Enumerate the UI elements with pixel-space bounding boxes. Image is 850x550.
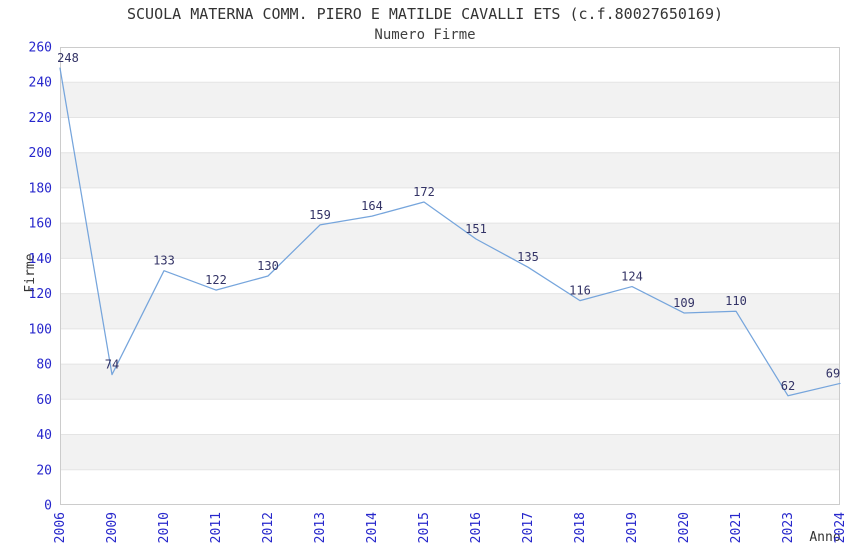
x-tick-label: 2024 xyxy=(833,512,848,543)
data-point-label: 151 xyxy=(465,222,487,236)
data-point-label: 124 xyxy=(621,270,643,284)
band xyxy=(60,293,840,329)
data-point-label: 135 xyxy=(517,250,539,264)
x-tick-label: 2015 xyxy=(417,512,432,543)
data-point-label: 133 xyxy=(153,254,175,268)
x-tick-label: 2011 xyxy=(209,512,224,543)
y-tick-label: 80 xyxy=(36,358,52,373)
data-point-label: 248 xyxy=(57,51,79,65)
data-point-label: 172 xyxy=(413,185,435,199)
x-tick-label: 2006 xyxy=(53,512,68,543)
x-tick-label: 2010 xyxy=(157,512,172,543)
band xyxy=(60,364,840,400)
x-tick-label: 2017 xyxy=(521,512,536,543)
chart-title: SCUOLA MATERNA COMM. PIERO E MATILDE CAV… xyxy=(126,5,724,23)
band xyxy=(60,152,840,188)
band xyxy=(60,434,840,470)
band xyxy=(60,82,840,118)
y-tick-label: 40 xyxy=(36,428,52,443)
x-tick-label: 2019 xyxy=(625,512,640,543)
x-tick-label: 2012 xyxy=(261,512,276,543)
x-tick-label: 2013 xyxy=(313,512,328,543)
y-tick-label: 260 xyxy=(29,41,52,56)
x-tick-label: 2009 xyxy=(105,512,120,543)
y-tick-label: 180 xyxy=(29,181,52,196)
x-tick-label: 2023 xyxy=(781,512,796,543)
y-tick-label: 20 xyxy=(36,463,52,478)
y-tick-label: 200 xyxy=(29,146,52,161)
y-tick-label: 100 xyxy=(29,322,52,337)
data-line xyxy=(59,67,841,397)
data-point-label: 109 xyxy=(673,296,695,310)
y-tick-label: 160 xyxy=(29,217,52,232)
data-point-label: 130 xyxy=(257,259,279,273)
y-tick-label: 240 xyxy=(29,76,52,91)
data-point-label: 74 xyxy=(105,358,119,372)
data-point-label: 116 xyxy=(569,284,591,298)
x-tick-label: 2018 xyxy=(573,512,588,543)
y-tick-label: 220 xyxy=(29,111,52,126)
x-tick-label: 2014 xyxy=(365,512,380,543)
data-point-label: 62 xyxy=(781,379,795,393)
y-tick-label: 140 xyxy=(29,252,52,267)
y-tick-label: 60 xyxy=(36,393,52,408)
band xyxy=(60,223,840,259)
plot-area xyxy=(60,47,840,505)
data-point-label: 110 xyxy=(725,294,747,308)
x-tick-label: 2020 xyxy=(677,512,692,543)
x-tick-label: 2016 xyxy=(469,512,484,543)
plot-border xyxy=(60,47,840,505)
chart-subtitle: Numero Firme xyxy=(374,27,476,43)
data-point-label: 164 xyxy=(361,199,383,213)
data-point-label: 69 xyxy=(826,366,840,380)
data-point-label: 159 xyxy=(309,208,331,222)
y-tick-label: 120 xyxy=(29,287,52,302)
data-point-label: 122 xyxy=(205,273,227,287)
x-tick-label: 2021 xyxy=(729,512,744,543)
y-tick-label: 0 xyxy=(44,499,52,514)
x-axis-title: Anno xyxy=(809,530,841,545)
